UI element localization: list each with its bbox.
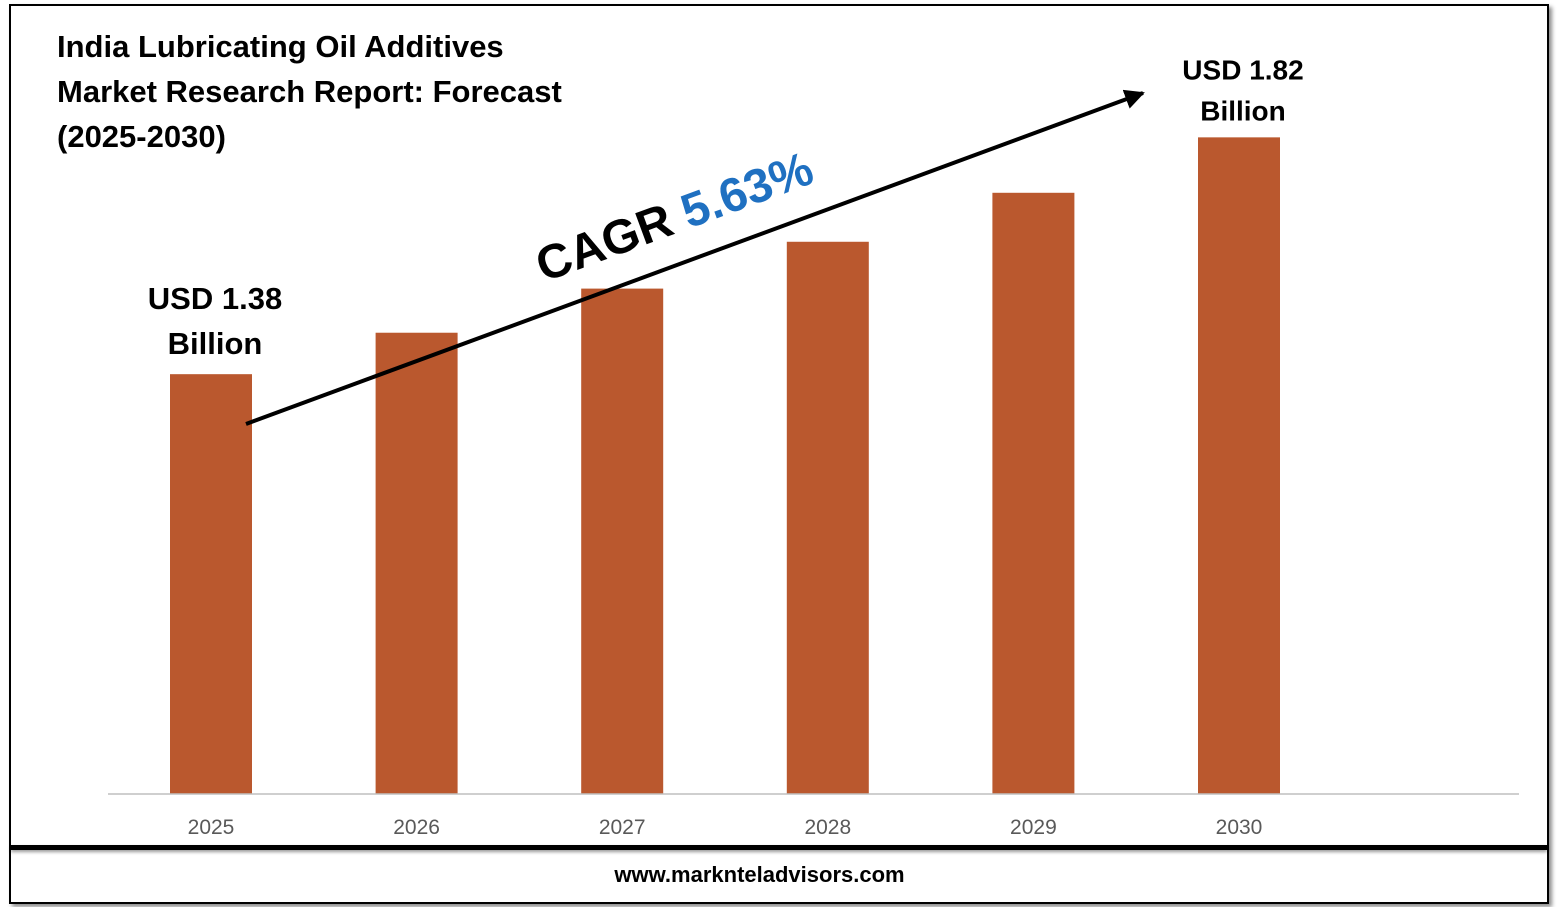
- cagr-label: CAGR 5.63%: [529, 142, 820, 292]
- bar-2025: [170, 374, 252, 794]
- website-url[interactable]: www.marknteladvisors.com: [614, 862, 905, 887]
- bar-2026: [375, 332, 458, 794]
- bar-2027: [581, 288, 664, 794]
- x-tick-label: 2025: [188, 816, 235, 839]
- bar-2029: [992, 192, 1075, 794]
- end-value-label: Billion: [1200, 95, 1286, 126]
- bar-2028: [786, 241, 869, 795]
- bar-2030: [1198, 137, 1280, 795]
- cagr-value: 5.63%: [674, 142, 820, 239]
- x-tick-label: 2029: [1010, 816, 1057, 839]
- start-value-label: USD 1.38: [148, 281, 282, 316]
- bars-group: [170, 137, 1280, 795]
- end-value-label: USD 1.82: [1182, 54, 1303, 85]
- footer-divider: [11, 845, 1547, 850]
- x-tick-label: 2027: [599, 816, 646, 839]
- start-value-label: Billion: [168, 326, 263, 361]
- chart-title: India Lubricating Oil Additives Market R…: [57, 29, 562, 154]
- data-labels: USD 1.38 Billion USD 1.82 Billion CAGR 5.63%: [148, 54, 1304, 361]
- x-tick-label: 2026: [393, 816, 440, 839]
- chart-frame: [9, 4, 1549, 904]
- x-tick-label: 2028: [804, 816, 851, 839]
- growth-trend-arrow: [245, 89, 1145, 426]
- x-tick-labels: 2025 2026 2027 2028 2029 2030: [188, 816, 1263, 839]
- cagr-prefix: CAGR: [529, 189, 692, 292]
- x-tick-label: 2030: [1216, 816, 1263, 839]
